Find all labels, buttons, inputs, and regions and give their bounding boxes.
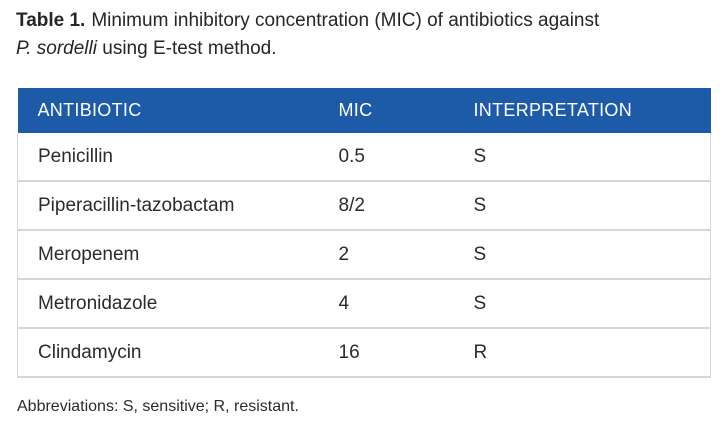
table-row: Metronidazole 4 S bbox=[17, 279, 711, 329]
abbreviations-footnote: Abbreviations: S, sensitive; R, resistan… bbox=[17, 398, 299, 415]
cell-interpretation: S bbox=[473, 279, 711, 329]
species-name: P. sordelli bbox=[16, 38, 97, 59]
cell-interpretation: R bbox=[473, 328, 711, 378]
cell-interpretation: S bbox=[473, 133, 711, 182]
mic-table: ANTIBIOTIC MIC INTERPRETATION Penicillin… bbox=[17, 88, 711, 378]
cell-antibiotic: Penicillin bbox=[17, 133, 339, 182]
table-row: Clindamycin 16 R bbox=[17, 328, 711, 378]
column-header-mic: MIC bbox=[338, 88, 474, 133]
cell-mic: 4 bbox=[338, 279, 474, 329]
mic-table-header: ANTIBIOTIC MIC INTERPRETATION bbox=[17, 88, 711, 133]
table-caption-label: Table 1. bbox=[16, 10, 86, 31]
cell-mic: 2 bbox=[338, 230, 474, 280]
column-header-interpretation: INTERPRETATION bbox=[473, 88, 711, 133]
cell-mic: 16 bbox=[338, 328, 474, 378]
cell-interpretation: S bbox=[473, 181, 711, 231]
mic-table-body: Penicillin 0.5 S Piperacillin-tazobactam… bbox=[17, 133, 711, 378]
cell-antibiotic: Piperacillin-tazobactam bbox=[17, 181, 339, 231]
cell-antibiotic: Meropenem bbox=[17, 230, 339, 280]
table-caption-text-rest: using E-test method. bbox=[96, 38, 277, 59]
cell-mic: 8/2 bbox=[338, 181, 474, 231]
header-row: ANTIBIOTIC MIC INTERPRETATION bbox=[17, 88, 711, 133]
table-row: Piperacillin-tazobactam 8/2 S bbox=[17, 181, 711, 231]
cell-antibiotic: Clindamycin bbox=[17, 328, 339, 378]
cell-antibiotic: Metronidazole bbox=[17, 279, 339, 329]
table-row: Penicillin 0.5 S bbox=[17, 133, 711, 182]
table-caption-text: Minimum inhibitory concentration (MIC) o… bbox=[91, 10, 600, 31]
cell-interpretation: S bbox=[473, 230, 711, 280]
column-header-antibiotic: ANTIBIOTIC bbox=[17, 88, 339, 133]
cell-mic: 0.5 bbox=[338, 133, 474, 182]
table-caption: Table 1. Minimum inhibitory concentration… bbox=[16, 7, 714, 63]
table-row: Meropenem 2 S bbox=[17, 230, 711, 280]
